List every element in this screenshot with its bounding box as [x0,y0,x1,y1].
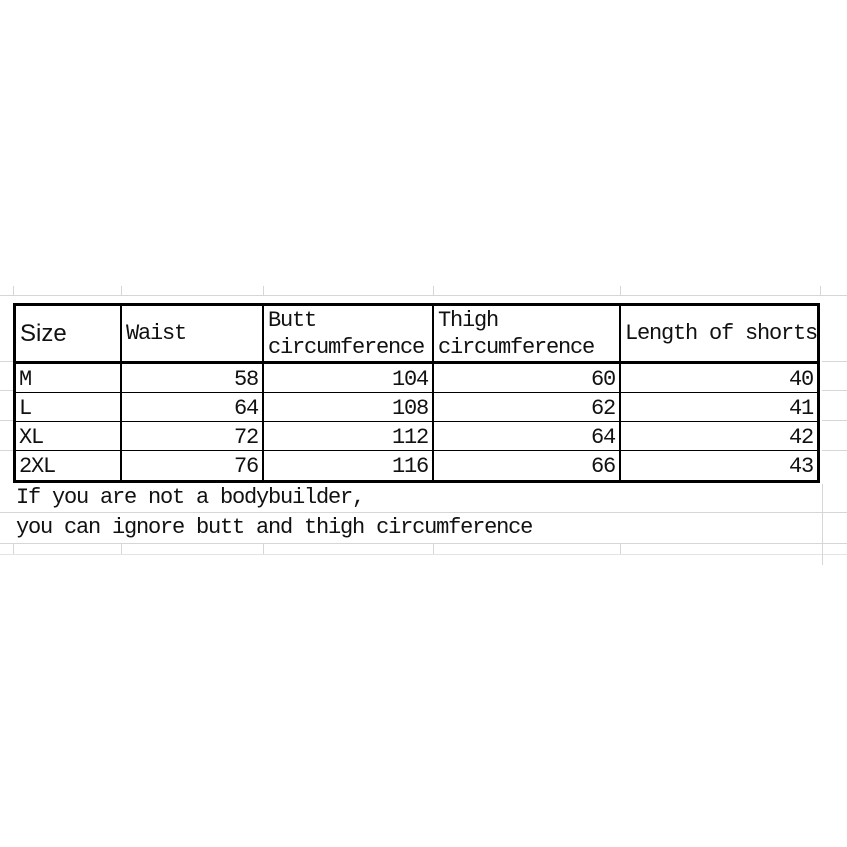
note-line-2: you can ignore butt and thigh circumfere… [16,515,533,540]
spreadsheet-gridline [820,286,821,295]
spreadsheet-gridline [263,543,264,554]
spreadsheet-gridline [822,420,847,421]
spreadsheet-gridline [0,420,13,421]
note-line-1: If you are not a bodybuilder, [16,485,365,510]
spreadsheet-gridline [0,450,13,451]
header-cell-thigh-circumference: Thigh circumference [434,306,621,364]
length-cell-2xl: 43 [788,454,814,479]
size-cell-2xl: 2XL [16,451,122,480]
header-cell-length-of-shorts: Length of shorts [621,306,817,364]
spreadsheet-gridline [13,543,14,554]
length-cell-l: 41 [621,393,817,422]
waist-cell-xl: 72 [122,422,264,451]
thigh-cell-2xl: 66 [434,451,621,480]
spreadsheet-gridline [13,286,14,295]
butt-cell-2xl: 116 [264,451,434,480]
butt-cell-xl: 112 [264,422,434,451]
waist-cell-l: 64 [122,393,264,422]
spreadsheet-gridline [0,390,13,391]
thigh-cell-m: 60 [434,364,621,393]
spreadsheet-gridline [0,543,847,544]
spreadsheet-gridline [0,295,847,296]
spreadsheet-gridline [822,484,823,565]
spreadsheet-gridline [121,286,122,295]
spreadsheet-gridline [0,512,847,513]
header-cell-waist: Waist [122,306,264,364]
spreadsheet-gridline [433,286,434,295]
spreadsheet-gridline [620,543,621,554]
thigh-cell-xl: 64 [434,422,621,451]
size-chart-table: Size Waist Butt circumference Thigh circ… [13,303,820,483]
header-cell-butt-circumference: Butt circumference [264,306,434,364]
spreadsheet-gridline [620,286,621,295]
header-cell-size: Size [16,306,122,364]
spreadsheet-gridline [822,361,847,362]
butt-cell-l: 108 [264,393,434,422]
thigh-cell-l: 62 [434,393,621,422]
size-cell-m: M [16,364,122,393]
waist-cell-2xl: 76 [122,451,264,480]
spreadsheet-gridline [0,554,847,555]
size-cell-xl: XL [16,422,122,451]
spreadsheet-gridline [433,543,434,554]
butt-cell-m: 104 [264,364,434,393]
size-cell-l: L [16,393,122,422]
length-cell-m: 40 [621,364,817,393]
spreadsheet-gridline [263,286,264,295]
waist-cell-m: 58 [122,364,264,393]
length-cell-xl: 42 [621,422,817,451]
spreadsheet-gridline [121,543,122,554]
spreadsheet-gridline [0,361,13,362]
spreadsheet-gridline [822,450,847,451]
spreadsheet-gridline [822,390,847,391]
